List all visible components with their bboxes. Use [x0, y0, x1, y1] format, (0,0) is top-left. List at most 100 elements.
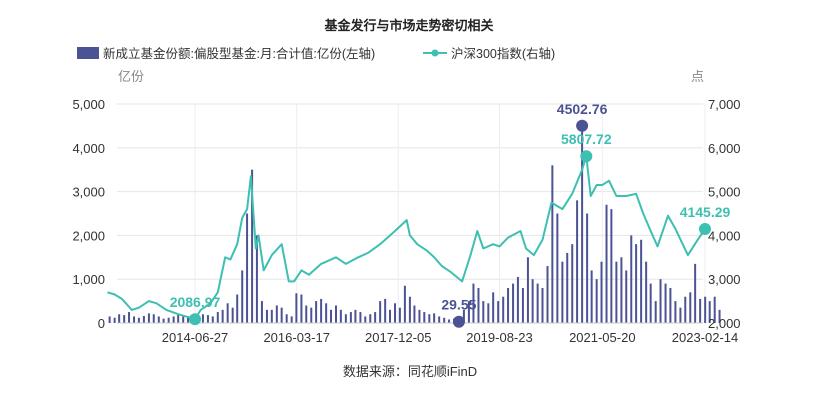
bar — [571, 244, 574, 323]
bar — [364, 316, 367, 323]
bar — [300, 294, 303, 323]
bar — [379, 301, 382, 323]
bar — [699, 298, 702, 323]
bar — [251, 169, 254, 323]
bar — [576, 200, 579, 323]
bar — [118, 314, 121, 323]
bar — [590, 270, 593, 323]
bar — [206, 315, 209, 323]
bar — [502, 296, 505, 323]
bar — [625, 270, 628, 323]
bar — [659, 279, 662, 323]
legend-label-line: 沪深300指数(右轴) — [451, 46, 555, 61]
annotation-point — [576, 119, 589, 132]
bar — [586, 213, 589, 323]
bar — [226, 303, 229, 323]
bar — [482, 301, 485, 323]
bar — [467, 301, 470, 323]
legend-swatch-bar — [77, 47, 99, 59]
bar — [128, 312, 131, 323]
bar — [246, 213, 249, 323]
left-tick-label: 5,000 — [72, 97, 105, 112]
bar — [497, 301, 500, 323]
bar — [177, 314, 180, 323]
bar — [413, 305, 416, 323]
bar — [605, 204, 608, 323]
bar — [408, 296, 411, 323]
bar — [708, 301, 711, 323]
bar — [349, 312, 352, 323]
bar — [339, 309, 342, 323]
annotations-layer: 2086.97 29.55 4502.76 5807.72 4145.29 — [170, 101, 731, 328]
bar — [507, 287, 510, 323]
source-note: 数据来源：同花顺iFinD — [343, 364, 477, 379]
bar — [551, 165, 554, 323]
bar — [654, 301, 657, 323]
bar — [325, 303, 328, 323]
bar — [679, 307, 682, 323]
right-tick-label: 7,000 — [708, 97, 741, 112]
annotation-point — [189, 313, 201, 326]
bar — [398, 307, 401, 323]
bar — [512, 283, 515, 323]
bar — [275, 305, 278, 323]
bar — [320, 298, 323, 323]
bar — [384, 298, 387, 323]
bar — [433, 313, 436, 323]
annotation-label: 2086.97 — [170, 294, 221, 310]
bar — [231, 307, 234, 323]
bar — [374, 312, 377, 323]
annotation-point — [580, 150, 593, 163]
x-tick-label: 2016-03-17 — [263, 330, 330, 345]
bar — [280, 307, 283, 323]
bar — [694, 263, 697, 323]
bar — [546, 266, 549, 323]
bar — [620, 257, 623, 323]
bar — [369, 314, 372, 323]
bar — [260, 301, 263, 323]
bar — [526, 257, 529, 323]
bar — [167, 317, 170, 323]
bar — [216, 312, 219, 323]
bar — [270, 309, 273, 323]
bar — [645, 261, 648, 323]
bar — [305, 305, 308, 323]
bar — [187, 315, 190, 323]
annotation-point — [699, 223, 711, 236]
right-tick-label: 2,000 — [708, 316, 741, 331]
bar — [448, 319, 451, 323]
bar — [108, 316, 111, 323]
left-tick-label: 4,000 — [72, 141, 105, 156]
right-tick-label: 5,000 — [708, 185, 741, 200]
bar — [295, 293, 298, 323]
bar — [566, 252, 569, 323]
bar — [354, 309, 357, 323]
bar — [664, 283, 667, 323]
bar — [561, 261, 564, 323]
annotation-label: 5807.72 — [561, 131, 612, 147]
bar — [615, 261, 618, 323]
bar — [255, 235, 258, 323]
bar — [516, 277, 519, 323]
bar — [541, 287, 544, 323]
bar — [438, 316, 441, 323]
bar — [423, 312, 426, 323]
bar — [113, 317, 116, 323]
bar — [630, 235, 633, 323]
left-tick-label: 1,000 — [72, 272, 105, 287]
bar — [556, 213, 559, 323]
bar — [201, 314, 204, 323]
hs300-line — [107, 155, 706, 321]
axes-layer: 0 2,000 1,000 3,000 2,000 4,000 3,000 5,000 4,00… — [72, 97, 740, 345]
bar — [389, 309, 392, 323]
bar — [290, 316, 293, 323]
bar — [329, 309, 332, 323]
bar — [669, 287, 672, 323]
bar — [443, 317, 446, 323]
bar — [137, 317, 140, 323]
legend-swatch-line-dot — [431, 49, 439, 57]
bar — [315, 301, 318, 323]
bar — [640, 239, 643, 323]
left-tick-label: 3,000 — [72, 185, 105, 200]
